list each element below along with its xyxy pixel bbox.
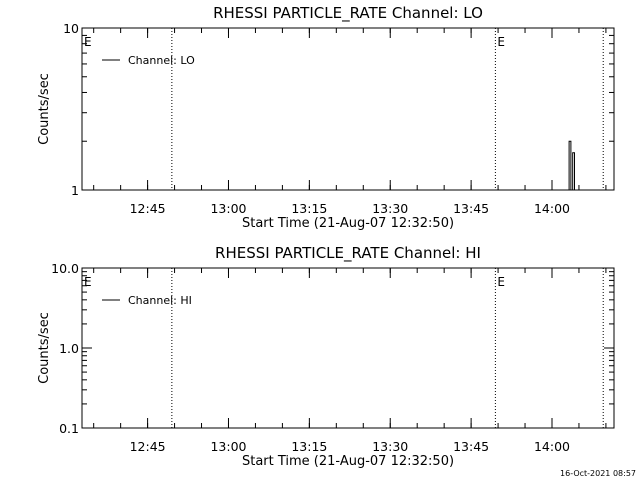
x-tick-label: 13:45 <box>453 439 489 454</box>
legend-entry: Channel: HI <box>128 294 192 307</box>
y-tick-label: 10 <box>63 21 79 36</box>
x-axis-label: Start Time (21-Aug-07 12:32:50) <box>242 454 454 469</box>
chart-title: RHESSI PARTICLE_RATE Channel: HI <box>215 244 481 263</box>
event-flag-label: E <box>497 35 505 49</box>
series-line <box>567 140 575 191</box>
legend-entry: Channel: LO <box>128 54 195 67</box>
x-tick-label: 13:30 <box>372 439 408 454</box>
x-tick-label: 13:30 <box>372 201 408 216</box>
plot-frame <box>81 27 615 191</box>
x-axis-label: Start Time (21-Aug-07 12:32:50) <box>242 216 454 231</box>
event-flag-label: E <box>84 35 92 49</box>
x-tick-label: 13:15 <box>291 439 327 454</box>
x-tick-label: 12:45 <box>130 439 166 454</box>
y-tick-label: 10.0 <box>51 261 79 276</box>
y-tick-label: 0.1 <box>59 421 79 436</box>
x-tick-label: 13:45 <box>453 201 489 216</box>
x-tick-label: 12:45 <box>130 201 166 216</box>
event-flag-label: E <box>84 275 92 289</box>
y-tick-label: 1.0 <box>59 341 79 356</box>
x-tick-label: 14:00 <box>534 439 570 454</box>
chart-title: RHESSI PARTICLE_RATE Channel: LO <box>213 4 483 23</box>
event-flag-label: E <box>497 275 505 289</box>
hi-channel-panel: RHESSI PARTICLE_RATE Channel: HI 0.1 1.0 10… <box>37 244 615 469</box>
x-tick-label: 14:00 <box>534 201 570 216</box>
x-tick-label: 13:00 <box>210 439 246 454</box>
print-timestamp: 16-Oct-2021 08:57 <box>560 469 636 478</box>
x-tick-label: 13:00 <box>210 201 246 216</box>
y-axis-label: Counts/sec <box>37 312 52 384</box>
y-axis-label: Counts/sec <box>37 73 52 145</box>
lo-channel-panel: RHESSI PARTICLE_RATE Channel: LO 1 10 12:45… <box>37 4 615 231</box>
plot-frame <box>81 267 615 429</box>
y-tick-label: 1 <box>71 183 79 198</box>
x-tick-label: 13:15 <box>291 201 327 216</box>
